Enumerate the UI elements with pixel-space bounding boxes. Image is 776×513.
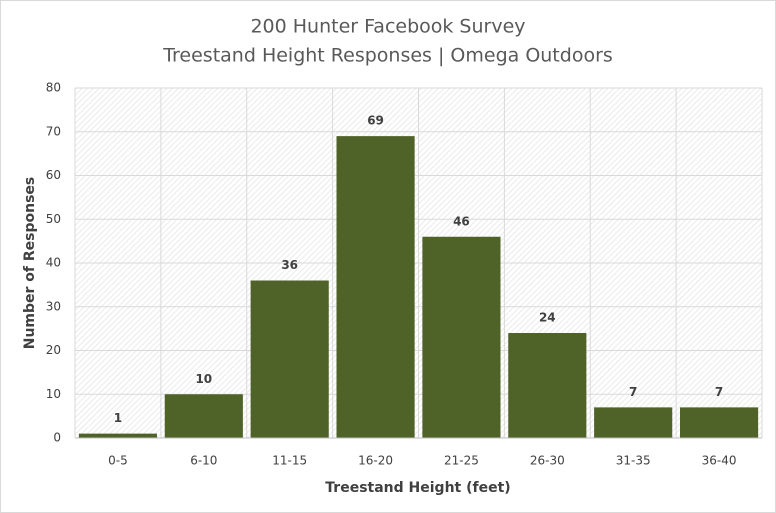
x-tick-label: 31-35 [616,454,651,468]
y-tick-label: 20 [46,343,61,357]
x-tick-label: 21-25 [444,454,479,468]
value-label: 24 [539,311,556,325]
x-tick-label: 26-30 [530,454,565,468]
value-label: 7 [629,385,637,399]
y-tick-label: 40 [46,256,61,270]
value-label: 7 [715,385,723,399]
y-tick-label: 70 [46,124,61,138]
y-axis-label: Number of Responses [22,177,38,350]
y-tick-label: 80 [46,81,61,95]
bar [679,407,759,438]
bar [78,433,158,438]
bar [422,236,501,438]
bar [336,136,415,438]
y-tick-label: 50 [46,212,61,226]
value-label: 1 [114,411,122,425]
x-axis-label: Treestand Height (feet) [325,480,510,496]
x-tick-label: 16-20 [358,454,393,468]
y-tick-label: 30 [46,299,61,313]
y-tick-label: 60 [46,168,61,182]
bar [508,333,587,438]
x-tick-label: 0-5 [108,454,128,468]
bar [594,407,673,438]
bar [164,394,243,438]
x-tick-label: 6-10 [190,454,217,468]
value-label: 69 [367,114,384,128]
value-label: 36 [281,258,298,272]
y-tick-label: 10 [46,387,61,401]
x-tick-label: 11-15 [272,454,307,468]
chart-title: 200 Hunter Facebook Survey [250,16,525,38]
x-tick-label: 36-40 [702,454,737,468]
y-tick-label: 0 [53,431,61,445]
bar [250,280,329,438]
chart-subtitle: Treestand Height Responses | Omega Outdo… [162,45,613,67]
value-label: 10 [195,372,212,386]
value-label: 46 [453,214,470,228]
